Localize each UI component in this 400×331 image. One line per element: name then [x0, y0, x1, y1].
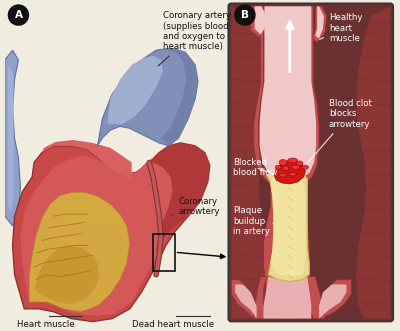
Polygon shape: [307, 277, 325, 319]
Text: Dead heart muscle: Dead heart muscle: [132, 320, 214, 329]
Polygon shape: [274, 161, 306, 184]
Polygon shape: [8, 65, 14, 211]
Polygon shape: [235, 284, 257, 319]
Polygon shape: [20, 148, 202, 316]
Polygon shape: [266, 169, 309, 281]
Polygon shape: [260, 6, 316, 180]
Ellipse shape: [8, 4, 29, 26]
Text: Coronary artery
(supplies blood
and oxygen to
heart muscle): Coronary artery (supplies blood and oxyg…: [158, 11, 231, 66]
Ellipse shape: [288, 158, 298, 163]
Polygon shape: [254, 277, 266, 319]
Polygon shape: [107, 56, 163, 124]
Polygon shape: [270, 174, 306, 277]
Polygon shape: [42, 140, 132, 179]
Text: Plaque
buildup
in artery: Plaque buildup in artery: [233, 206, 274, 236]
Polygon shape: [255, 6, 266, 34]
Text: Blocked
blood flow: Blocked blood flow: [233, 158, 278, 177]
Ellipse shape: [280, 173, 286, 177]
Polygon shape: [315, 6, 324, 38]
FancyBboxPatch shape: [228, 3, 393, 321]
Polygon shape: [231, 6, 268, 319]
Ellipse shape: [302, 166, 308, 169]
Polygon shape: [286, 6, 319, 319]
Polygon shape: [356, 6, 390, 319]
Polygon shape: [149, 143, 210, 260]
Polygon shape: [161, 48, 198, 146]
Polygon shape: [12, 143, 210, 321]
Polygon shape: [251, 6, 268, 38]
Polygon shape: [98, 48, 198, 146]
Text: B: B: [241, 10, 249, 20]
Text: Healthy
heart
muscle: Healthy heart muscle: [320, 13, 362, 43]
Polygon shape: [56, 193, 120, 226]
Ellipse shape: [275, 166, 281, 169]
Polygon shape: [322, 280, 351, 319]
Ellipse shape: [292, 165, 300, 170]
Polygon shape: [319, 284, 346, 319]
Bar: [153, 234, 175, 271]
Polygon shape: [5, 50, 20, 226]
Ellipse shape: [234, 4, 256, 26]
Polygon shape: [312, 6, 327, 42]
Polygon shape: [29, 193, 130, 312]
Text: Coronary
arrowtery: Coronary arrowtery: [172, 197, 220, 216]
Ellipse shape: [279, 160, 287, 166]
Polygon shape: [264, 277, 311, 319]
Polygon shape: [231, 280, 254, 319]
Ellipse shape: [289, 172, 297, 176]
Text: A: A: [14, 10, 22, 20]
Polygon shape: [254, 6, 288, 319]
Ellipse shape: [283, 166, 289, 171]
Polygon shape: [5, 1, 229, 324]
Ellipse shape: [296, 161, 303, 166]
Polygon shape: [34, 245, 100, 304]
Text: Blood clot
blocks
arrowtery: Blood clot blocks arrowtery: [307, 99, 372, 163]
Text: Heart muscle: Heart muscle: [16, 320, 74, 329]
